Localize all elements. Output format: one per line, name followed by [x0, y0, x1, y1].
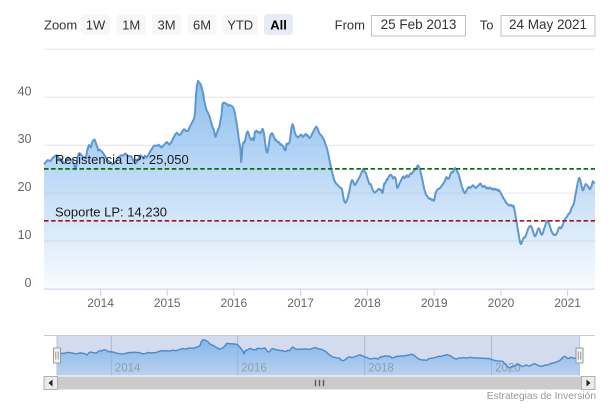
svg-text:2018: 2018	[354, 296, 381, 310]
svg-text:1M: 1M	[122, 18, 140, 33]
svg-text:2016: 2016	[220, 296, 247, 310]
svg-text:Resistencia LP: 25,050: Resistencia LP: 25,050	[55, 152, 189, 167]
svg-text:Zoom: Zoom	[44, 18, 77, 33]
svg-text:25 Feb 2013: 25 Feb 2013	[381, 17, 457, 32]
svg-text:1W: 1W	[86, 18, 106, 33]
svg-text:All: All	[270, 18, 287, 33]
svg-text:24 May 2021: 24 May 2021	[509, 17, 587, 32]
svg-text:10: 10	[18, 228, 32, 242]
svg-text:30: 30	[18, 132, 32, 146]
svg-text:2015: 2015	[154, 296, 181, 310]
svg-text:6M: 6M	[193, 18, 211, 33]
svg-text:2020: 2020	[488, 296, 515, 310]
svg-text:40: 40	[18, 84, 32, 98]
svg-text:20: 20	[18, 180, 32, 194]
svg-text:3M: 3M	[157, 18, 175, 33]
svg-text:2014: 2014	[87, 296, 114, 310]
svg-text:From: From	[335, 18, 365, 33]
svg-text:2019: 2019	[421, 296, 448, 310]
svg-text:2017: 2017	[287, 296, 314, 310]
svg-text:YTD: YTD	[227, 18, 253, 33]
svg-text:0: 0	[25, 276, 32, 290]
svg-text:2021: 2021	[554, 296, 581, 310]
svg-text:Estrategias de Inversión: Estrategias de Inversión	[487, 391, 596, 402]
svg-text:To: To	[480, 18, 494, 33]
svg-text:Soporte LP: 14,230: Soporte LP: 14,230	[55, 205, 167, 220]
